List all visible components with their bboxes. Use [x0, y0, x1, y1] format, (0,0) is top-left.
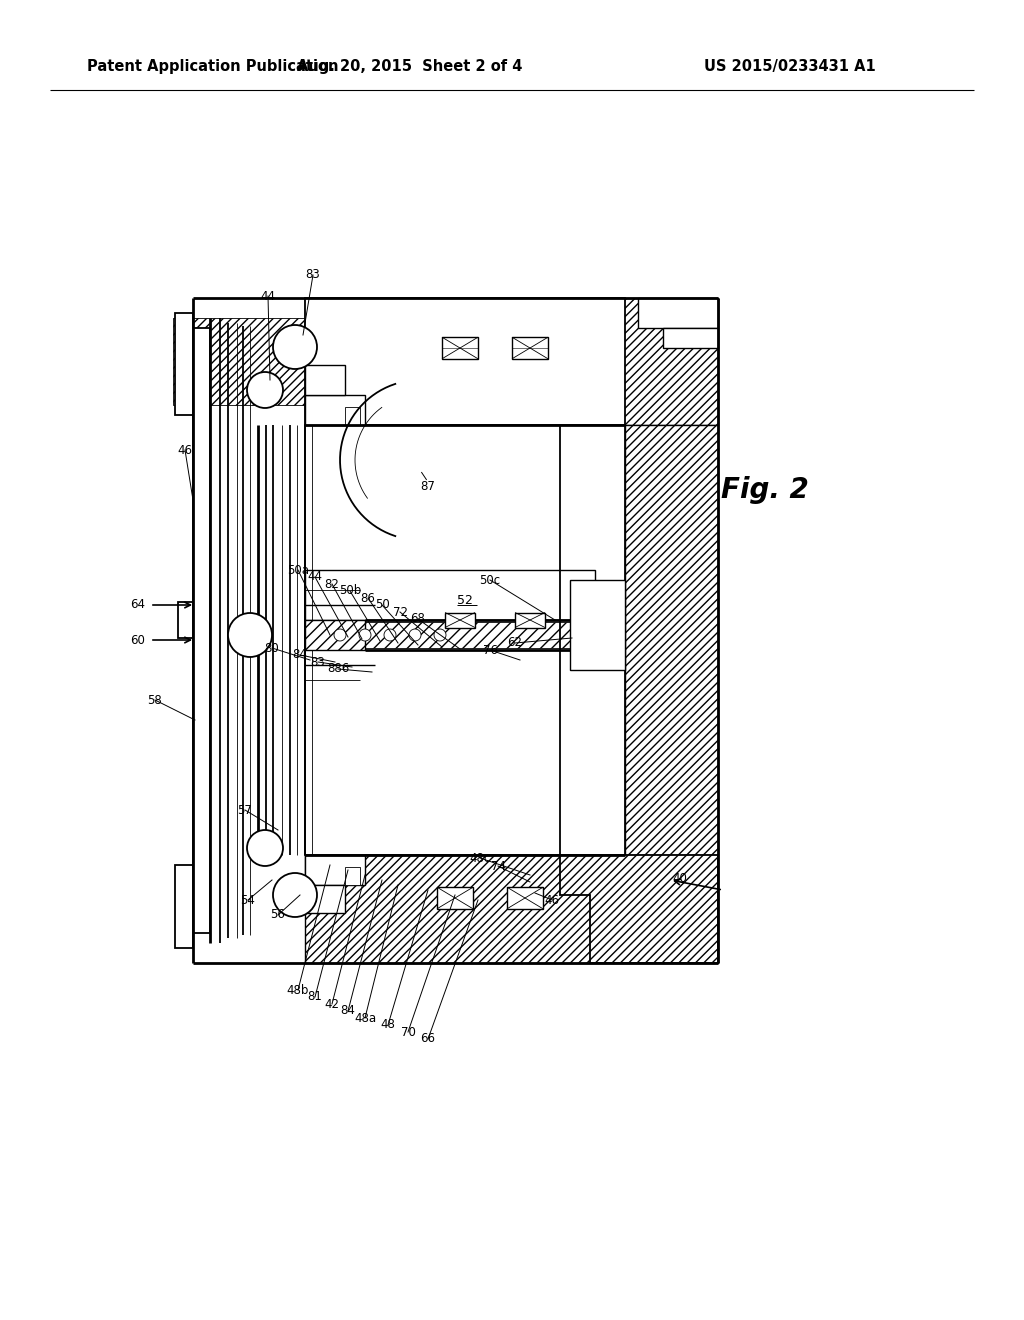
Bar — [305, 395, 365, 425]
Bar — [178, 602, 193, 638]
Text: 64: 64 — [130, 598, 145, 611]
Bar — [305, 884, 345, 913]
Text: 86: 86 — [360, 591, 376, 605]
Bar — [305, 425, 625, 855]
Text: 44: 44 — [260, 289, 275, 302]
Circle shape — [359, 630, 371, 642]
Text: 54: 54 — [241, 894, 255, 907]
Text: 84: 84 — [341, 1005, 355, 1018]
Circle shape — [384, 630, 396, 642]
Text: 40: 40 — [673, 871, 687, 884]
Text: US 2015/0233431 A1: US 2015/0233431 A1 — [705, 59, 876, 74]
Polygon shape — [570, 579, 625, 671]
Text: 44: 44 — [307, 570, 323, 583]
Text: 58: 58 — [147, 693, 163, 706]
Text: 48b: 48b — [287, 983, 309, 997]
Bar — [507, 887, 543, 908]
Text: 70: 70 — [400, 1026, 416, 1039]
Text: 50c: 50c — [479, 573, 501, 586]
Text: 83: 83 — [310, 656, 326, 668]
Bar — [345, 407, 360, 425]
Text: 60: 60 — [130, 634, 145, 647]
Bar — [305, 366, 345, 395]
Polygon shape — [175, 865, 193, 948]
Text: Aug. 20, 2015  Sheet 2 of 4: Aug. 20, 2015 Sheet 2 of 4 — [297, 59, 522, 74]
Polygon shape — [173, 318, 305, 405]
Bar — [305, 298, 625, 425]
Text: 68: 68 — [411, 612, 425, 626]
Text: 50a: 50a — [287, 564, 309, 577]
Circle shape — [409, 630, 421, 642]
Polygon shape — [625, 425, 718, 855]
Bar — [663, 327, 718, 348]
Polygon shape — [305, 298, 718, 425]
Text: 83: 83 — [305, 268, 321, 281]
Text: 886: 886 — [327, 663, 349, 676]
Bar — [305, 855, 365, 884]
Bar — [442, 337, 478, 359]
Polygon shape — [305, 855, 718, 964]
Text: 80: 80 — [264, 642, 280, 655]
Text: 48a: 48a — [354, 1011, 376, 1024]
Text: 46: 46 — [177, 444, 193, 457]
Bar — [305, 620, 365, 649]
Circle shape — [273, 873, 317, 917]
Text: Patent Application Publication: Patent Application Publication — [87, 59, 339, 74]
Text: 74: 74 — [490, 859, 506, 873]
Circle shape — [273, 325, 317, 370]
Circle shape — [434, 630, 446, 642]
Text: 82: 82 — [325, 578, 339, 590]
Bar — [360, 622, 610, 648]
Text: 76: 76 — [482, 644, 498, 656]
Text: 84: 84 — [293, 648, 307, 661]
Circle shape — [228, 612, 272, 657]
Bar — [570, 579, 625, 671]
Bar — [193, 327, 210, 933]
Bar — [445, 612, 475, 627]
Text: Fig. 2: Fig. 2 — [721, 477, 809, 504]
Polygon shape — [560, 855, 718, 964]
Bar — [515, 612, 545, 627]
Bar — [345, 867, 360, 884]
Bar — [512, 337, 548, 359]
Circle shape — [334, 630, 346, 642]
Text: 56: 56 — [270, 908, 286, 921]
Bar — [437, 887, 473, 908]
Text: 42: 42 — [325, 998, 340, 1011]
Text: 87: 87 — [421, 480, 435, 494]
Text: 50b: 50b — [339, 585, 361, 598]
Text: 50: 50 — [375, 598, 389, 611]
Text: 46: 46 — [545, 894, 559, 907]
Text: 48: 48 — [381, 1019, 395, 1031]
Text: 81: 81 — [307, 990, 323, 1003]
Bar — [638, 298, 718, 327]
Circle shape — [247, 830, 283, 866]
Text: 72: 72 — [392, 606, 408, 619]
Bar — [305, 570, 595, 620]
Text: 48c: 48c — [469, 851, 490, 865]
Text: 52: 52 — [457, 594, 473, 606]
Text: 57: 57 — [238, 804, 253, 817]
Text: 62: 62 — [508, 636, 522, 649]
Polygon shape — [175, 313, 193, 414]
Circle shape — [247, 372, 283, 408]
Text: 66: 66 — [421, 1032, 435, 1045]
